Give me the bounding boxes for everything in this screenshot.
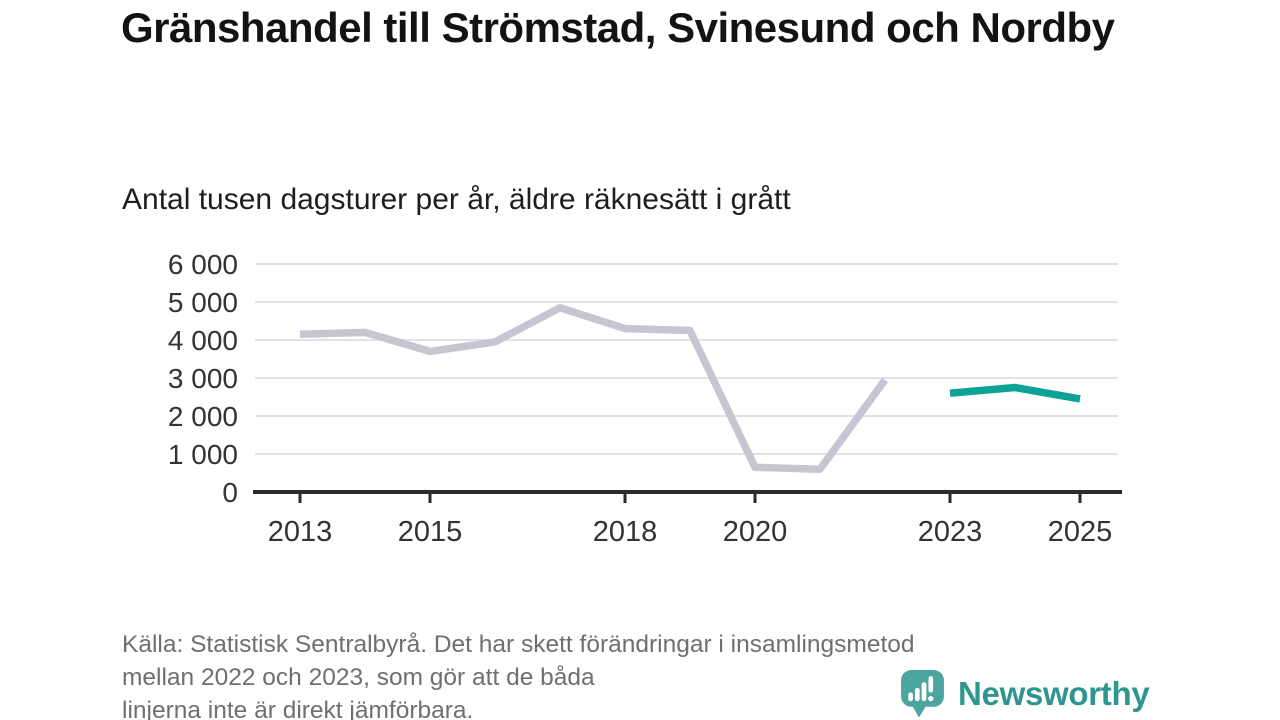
y-tick-label: 6 000 — [168, 249, 238, 280]
x-tick-label: 2025 — [1048, 516, 1113, 548]
series-line-new-method — [949, 383, 1081, 403]
source-note-line: linjerna inte är direkt jämförbara. — [122, 697, 474, 720]
series-line-old-method — [299, 303, 889, 473]
bar-medium — [914, 687, 920, 702]
x-tick-label: 2018 — [593, 516, 658, 548]
x-tick-label: 2023 — [918, 516, 983, 548]
bar-small — [908, 692, 913, 702]
y-tick-label: 0 — [222, 477, 238, 508]
y-tick-label: 4 000 — [168, 325, 238, 356]
y-tick-label: 5 000 — [168, 287, 238, 318]
chart-title: Gränshandel till Strömstad, Svinesund oc… — [121, 4, 1115, 51]
bar-tall — [921, 682, 927, 702]
x-tick-label: 2015 — [398, 516, 463, 548]
source-note-line: mellan 2022 och 2023, som gör att de båd… — [122, 664, 595, 691]
exclamation-dot — [928, 695, 934, 702]
exclamation-bar — [928, 676, 934, 693]
x-tick-label: 2020 — [723, 516, 788, 548]
newsworthy-logo: Newsworthy — [898, 668, 1150, 719]
y-tick-label: 1 000 — [168, 439, 238, 470]
chart-subtitle: Antal tusen dagsturer per år, äldre räkn… — [122, 183, 791, 216]
source-note: Källa: Statistisk Sentralbyrå. Det har s… — [122, 628, 915, 720]
source-note-line: Källa: Statistisk Sentralbyrå. Det har s… — [122, 631, 915, 658]
newsworthy-logo-text: Newsworthy — [958, 674, 1150, 712]
newsworthy-bubble-chart-icon — [901, 670, 944, 718]
x-tick-label: 2013 — [268, 516, 333, 548]
y-tick-label: 3 000 — [168, 363, 238, 394]
y-tick-label: 2 000 — [168, 401, 238, 432]
